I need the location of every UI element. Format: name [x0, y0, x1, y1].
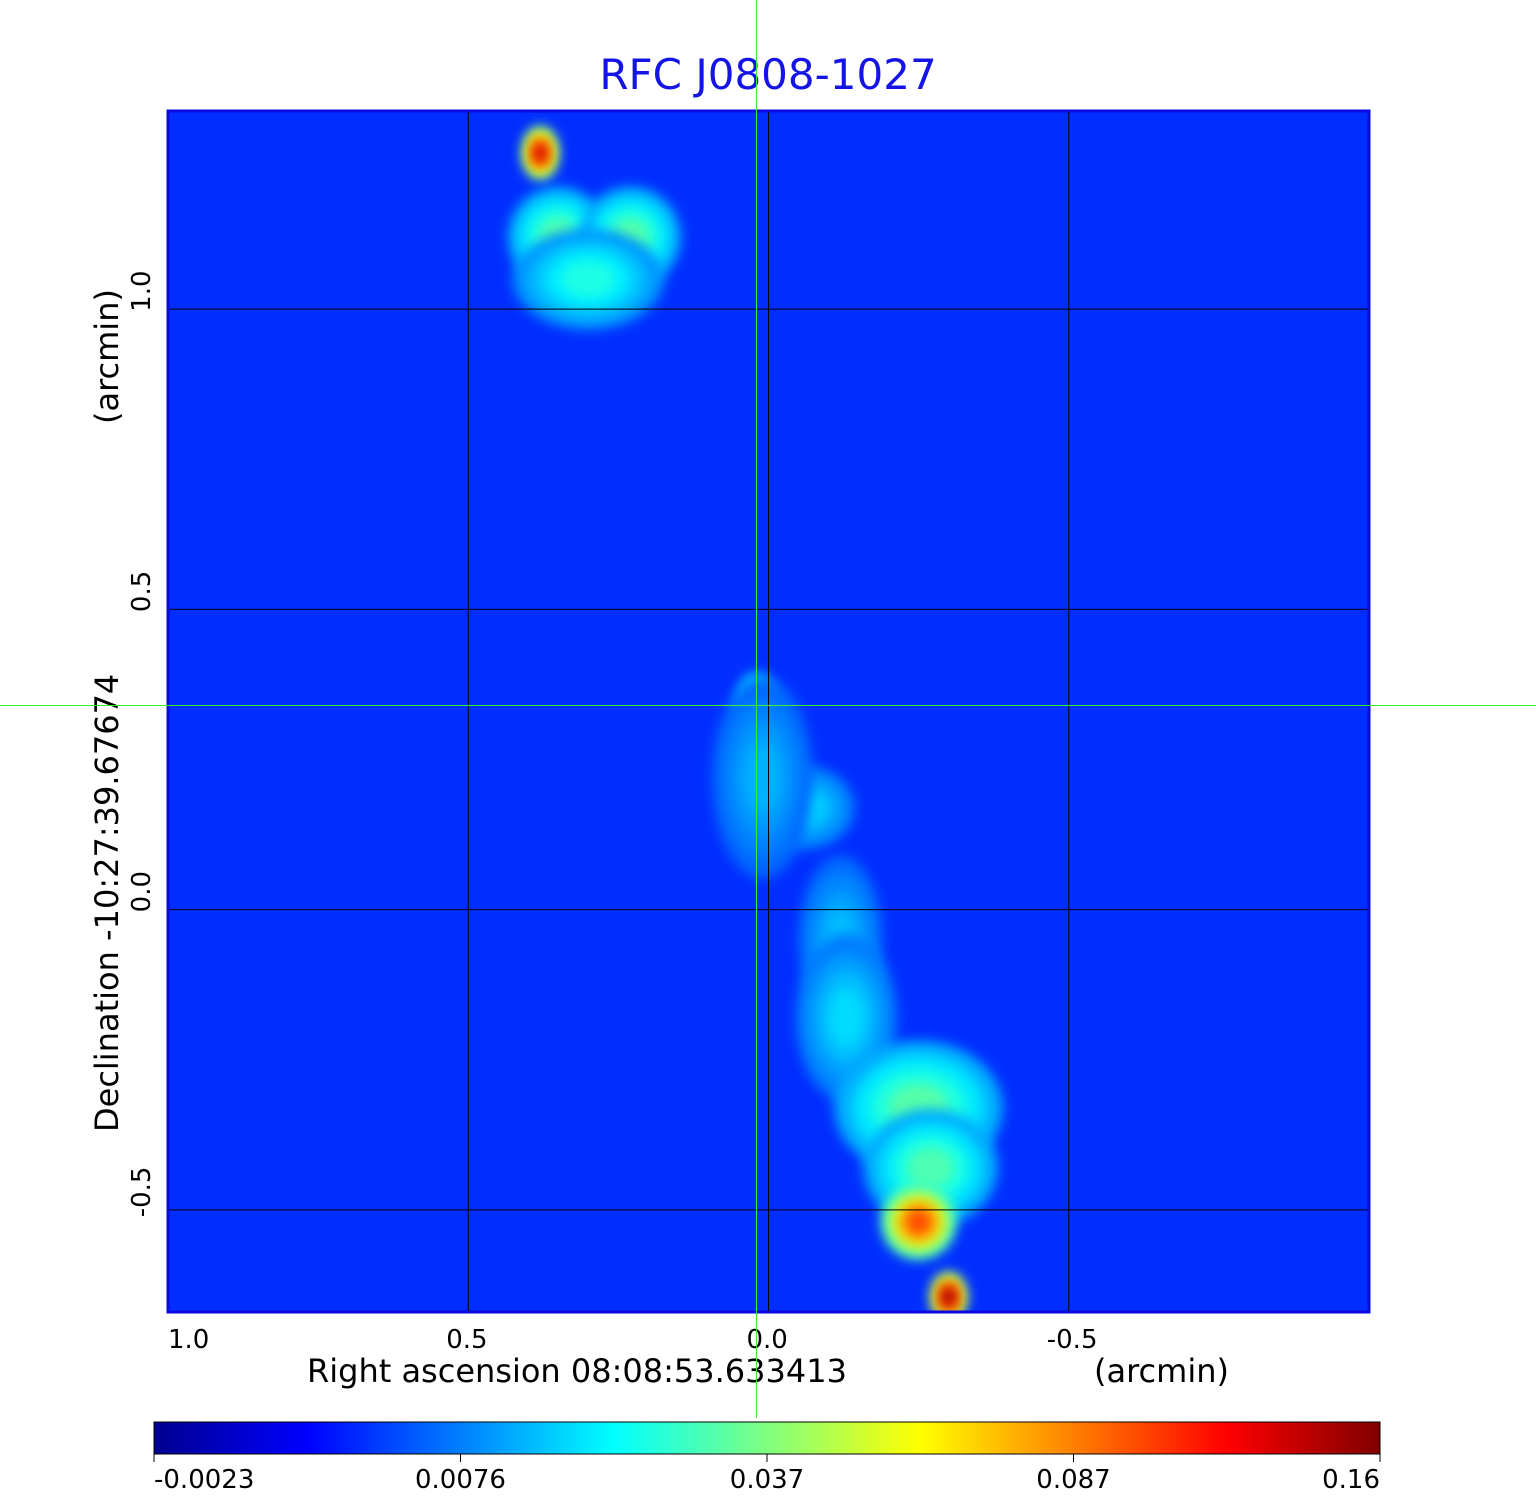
- emission-component: [561, 261, 616, 298]
- y-axis-unit: (arcmin): [88, 289, 126, 424]
- x-axis-label: Right ascension 08:08:53.633413: [307, 1352, 847, 1390]
- emission-component: [905, 1208, 933, 1236]
- emission-component: [828, 987, 865, 1048]
- heatmap-emission: [507, 126, 1003, 1312]
- colorbar-tick-label: 0.0076: [415, 1465, 506, 1495]
- chart-title: RFC J0808-1027: [599, 50, 937, 99]
- y-tick-label: 0.5: [127, 571, 157, 612]
- emission-component: [533, 143, 547, 163]
- y-axis-label: Declination -10:27:39.67674: [88, 674, 126, 1132]
- axis-ticks: 1.0 0.5 0.0 -0.5 1.0 0.5 0.0 -0.5: [127, 270, 1097, 1355]
- x-axis-unit: (arcmin): [1094, 1352, 1229, 1390]
- colorbar-tick-label: -0.0023: [154, 1465, 254, 1495]
- colorbar-tick-label: 0.037: [730, 1465, 804, 1495]
- colorbar-tick-label: 0.087: [1036, 1465, 1110, 1495]
- crosshair: [0, 0, 1536, 1418]
- plot-frame: [166, 109, 1371, 1314]
- x-tick-label: 1.0: [168, 1325, 209, 1355]
- colorbar: [153, 1421, 1381, 1455]
- y-tick-label: 1.0: [127, 270, 157, 311]
- y-tick-label: -0.5: [127, 1167, 157, 1218]
- x-tick-label: 0.5: [446, 1325, 487, 1355]
- emission-component: [942, 1287, 956, 1306]
- y-tick-label: 0.0: [127, 871, 157, 912]
- x-tick-label: -0.5: [1047, 1325, 1098, 1355]
- emission-component: [906, 1146, 955, 1189]
- emission-component: [744, 741, 781, 814]
- colorbar-tick-label: 0.16: [1322, 1465, 1380, 1495]
- colorbar-ticks: -0.0023 0.0076 0.037 0.087 0.16: [153, 1454, 1381, 1495]
- x-tick-label: 0.0: [747, 1325, 788, 1355]
